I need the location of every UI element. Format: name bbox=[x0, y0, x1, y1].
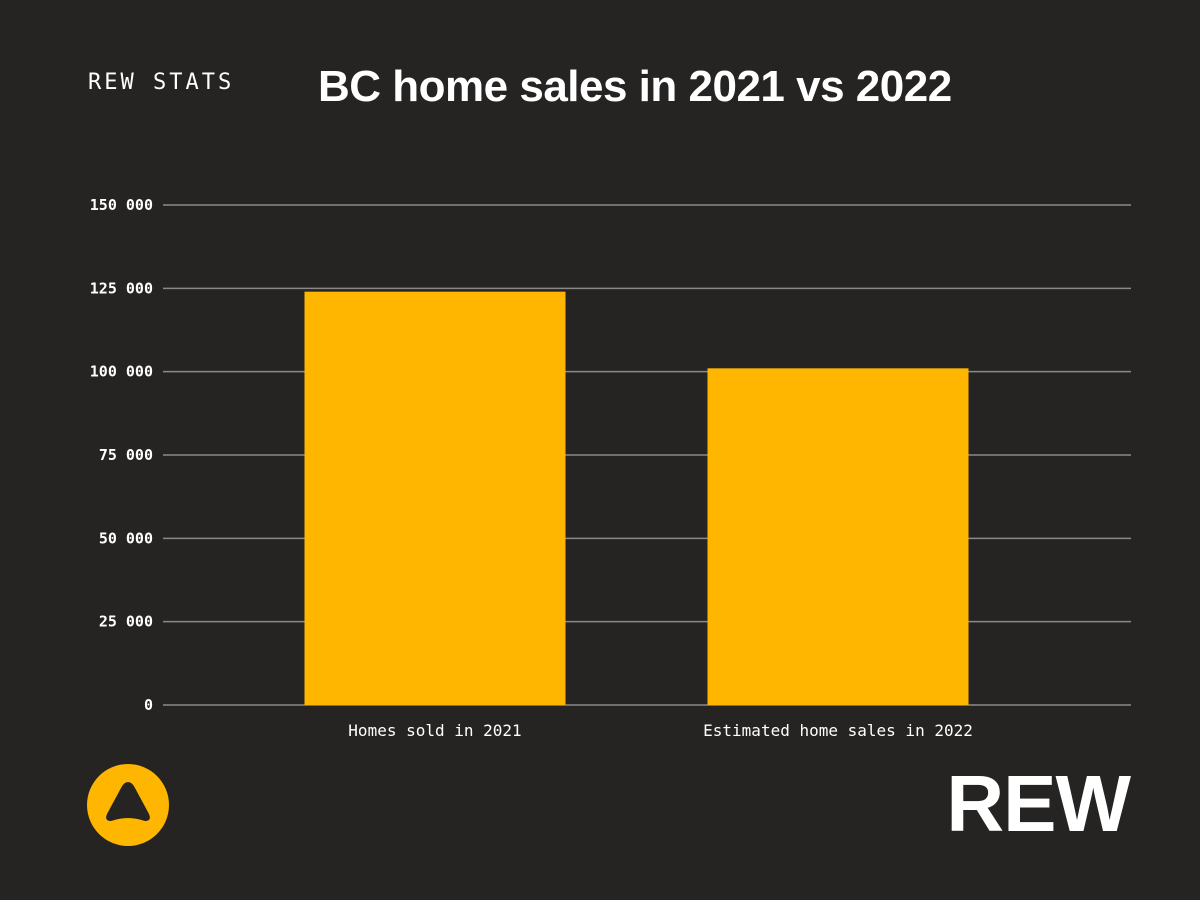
y-tick-label: 0 bbox=[144, 696, 153, 714]
bars bbox=[304, 291, 969, 705]
x-category-label: Homes sold in 2021 bbox=[348, 721, 521, 740]
rew-logo-icon bbox=[87, 764, 169, 846]
x-category-label: Estimated home sales in 2022 bbox=[703, 721, 973, 740]
rew-wordmark: REW bbox=[946, 759, 1131, 848]
brand-tag: REW STATS bbox=[88, 70, 235, 95]
y-tick-label: 25 000 bbox=[99, 613, 153, 631]
chart-title: BC home sales in 2021 vs 2022 bbox=[318, 62, 952, 111]
y-tick-label: 75 000 bbox=[99, 446, 153, 464]
bar bbox=[707, 368, 969, 705]
y-tick-label: 50 000 bbox=[99, 529, 153, 547]
bar bbox=[304, 291, 566, 705]
y-axis-ticks: 0 25 000 50 000 75 000 100 000 125 000 150 000 bbox=[90, 196, 153, 714]
x-axis-categories: Homes sold in 2021 Estimated home sales i… bbox=[348, 721, 973, 740]
y-tick-label: 150 000 bbox=[90, 196, 153, 214]
y-tick-label: 100 000 bbox=[90, 363, 153, 381]
y-tick-label: 125 000 bbox=[90, 279, 153, 297]
